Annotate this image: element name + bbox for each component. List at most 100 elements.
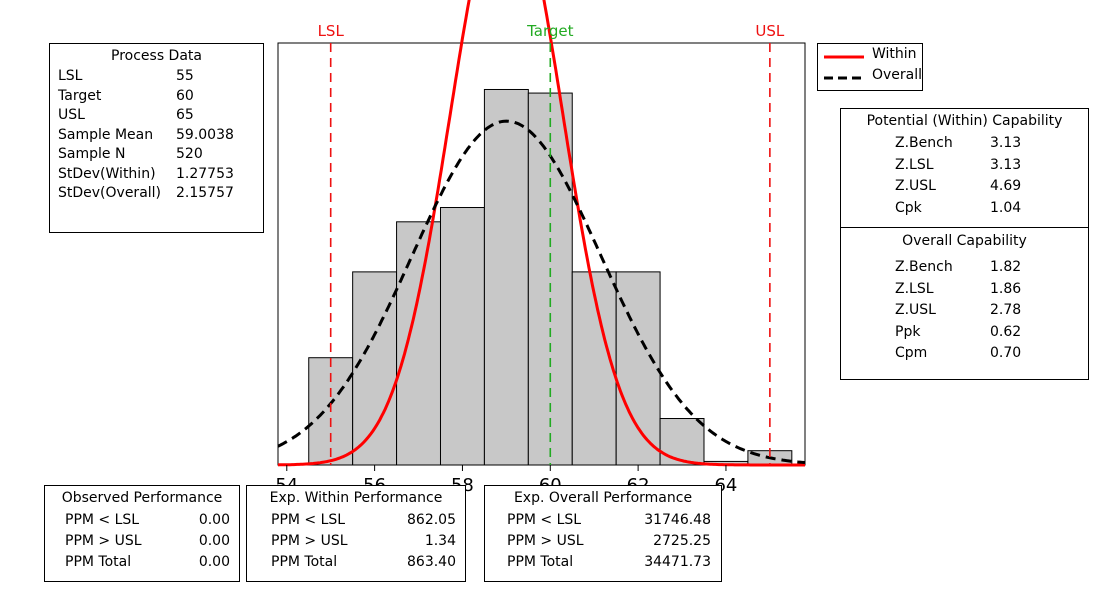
histogram-bar [659, 418, 705, 466]
stat-label: PPM < LSL [65, 512, 140, 528]
lsl-label: LSL [318, 22, 345, 40]
stat-value: 2.78 [990, 302, 1022, 318]
stat-value: 520 [176, 146, 203, 162]
stat-row: PPM < LSL 862.05 [271, 512, 456, 530]
exp-overall-performance-title: Exp. Overall Performance [513, 490, 693, 506]
stat-value: 55 [176, 68, 194, 84]
usl-label: USL [755, 22, 785, 40]
stat-value: 31746.48 [644, 512, 711, 528]
exp-overall-performance-box: Exp. Overall Performance PPM < LSL 31746.… [484, 485, 722, 582]
stat-label: Z.Bench [895, 135, 953, 151]
stat-row: Z.USL 4.69 [895, 178, 1085, 196]
stat-value: 1.82 [990, 259, 1022, 275]
legend-overall-label: Overall [872, 67, 923, 83]
process-data-box: Process Data LSL 55 Target 60 USL 65 Sample Me… [49, 43, 264, 233]
stat-value: 1.34 [424, 533, 456, 549]
stat-label: StDev(Overall) [58, 185, 162, 201]
stat-value: 1.86 [990, 280, 1022, 297]
stat-row: Z.Bench 1.82 [895, 259, 1085, 277]
stat-value: 2725.25 [653, 533, 711, 549]
stat-label: PPM Total [65, 554, 132, 570]
legend-box: Within Overall [817, 43, 923, 91]
histogram-bar [571, 271, 617, 466]
stat-label: PPM Total [271, 554, 338, 570]
stat-row: StDev(Overall) 2.15757 [58, 185, 258, 203]
stat-label: Cpm [895, 345, 928, 361]
stat-label: Z.USL [895, 178, 936, 194]
stat-value: 0.00 [198, 512, 230, 528]
histogram-bar [352, 271, 398, 466]
stat-row: PPM > USL 1.34 [271, 533, 456, 551]
stat-row: Cpk 1.04 [895, 200, 1085, 218]
stat-label: Sample Mean [58, 126, 154, 143]
stat-value: 65 [176, 107, 194, 123]
stat-value: 3.13 [990, 135, 1022, 151]
stat-label: USL [58, 107, 85, 123]
overall-legend-line [824, 76, 864, 80]
observed-performance-title: Observed Performance [61, 490, 223, 506]
stat-value: 862.05 [407, 512, 456, 528]
stat-row: Cpm 0.70 [895, 345, 1085, 363]
potential-capability-title: Potential (Within) Capability [866, 113, 1063, 129]
stat-value: 1.27753 [176, 165, 234, 182]
legend-within-label: Within [872, 46, 917, 62]
stat-row: Sample N 520 [58, 146, 258, 164]
stat-value: 4.69 [990, 178, 1022, 194]
stat-label: PPM > USL [271, 533, 348, 549]
stat-row: PPM < LSL 0.00 [65, 512, 230, 530]
within-distribution-curve [277, 0, 805, 467]
exp-within-performance-title: Exp. Within Performance [269, 490, 443, 506]
stat-label: Ppk [895, 323, 921, 340]
process-data-title: Process Data [111, 48, 202, 64]
within-legend-line [824, 55, 864, 59]
histogram-bar [396, 221, 441, 466]
stat-value: 0.62 [990, 323, 1022, 340]
stat-row: Z.Bench 3.13 [895, 135, 1085, 153]
stat-value: 0.00 [198, 533, 230, 549]
overall-capability-title: Overall Capability [902, 233, 1027, 249]
stat-label: PPM > USL [507, 533, 584, 549]
histogram-bar [439, 207, 485, 466]
observed-performance-box: Observed Performance PPM < LSL 0.00 PPM > … [44, 485, 240, 582]
stat-value: 2.15757 [176, 185, 234, 201]
stat-label: Z.LSL [895, 280, 934, 297]
stat-value: 0.70 [990, 345, 1022, 361]
stat-label: Sample N [58, 146, 126, 162]
stat-row: Z.LSL 1.86 [895, 281, 1085, 299]
capability-box: Potential (Within) Capability Z.Bench 3.1… [840, 108, 1089, 380]
stat-row: PPM > USL 0.00 [65, 533, 230, 551]
stat-value: 3.13 [990, 156, 1022, 173]
overall-distribution-curve [277, 119, 806, 465]
stat-label: StDev(Within) [58, 165, 156, 182]
stat-row: Z.LSL 3.13 [895, 157, 1085, 175]
stat-value: 59.0038 [176, 126, 234, 143]
stat-row: PPM Total 0.00 [65, 554, 230, 572]
stat-row: PPM Total 34471.73 [507, 554, 711, 572]
stat-label: Cpk [895, 199, 922, 216]
stat-row: USL 65 [58, 107, 258, 125]
stat-label: Target [58, 87, 102, 104]
stat-value: 1.04 [990, 199, 1022, 216]
stat-label: PPM > USL [65, 533, 142, 549]
target-label: Target [526, 22, 574, 40]
stat-label: PPM Total [507, 554, 574, 570]
stat-row: Ppk 0.62 [895, 324, 1085, 342]
stat-label: Z.Bench [895, 259, 953, 275]
stat-label: Z.LSL [895, 156, 934, 173]
stat-row: PPM > USL 2725.25 [507, 533, 711, 551]
stat-row: StDev(Within) 1.27753 [58, 166, 258, 184]
stat-value: 60 [176, 87, 194, 104]
stat-row: Sample Mean 59.0038 [58, 127, 258, 145]
stat-label: PPM < LSL [507, 512, 582, 528]
stat-row: LSL 55 [58, 68, 258, 86]
stat-value: 0.00 [198, 554, 230, 570]
stat-row: PPM < LSL 31746.48 [507, 512, 711, 530]
stat-value: 863.40 [407, 554, 456, 570]
stat-row: Z.USL 2.78 [895, 302, 1085, 320]
stat-label: PPM < LSL [271, 512, 346, 528]
stat-row: Target 60 [58, 88, 258, 106]
exp-within-performance-box: Exp. Within Performance PPM < LSL 862.05 P… [246, 485, 466, 582]
stat-row: PPM Total 863.40 [271, 554, 456, 572]
histogram-bar [483, 88, 529, 466]
